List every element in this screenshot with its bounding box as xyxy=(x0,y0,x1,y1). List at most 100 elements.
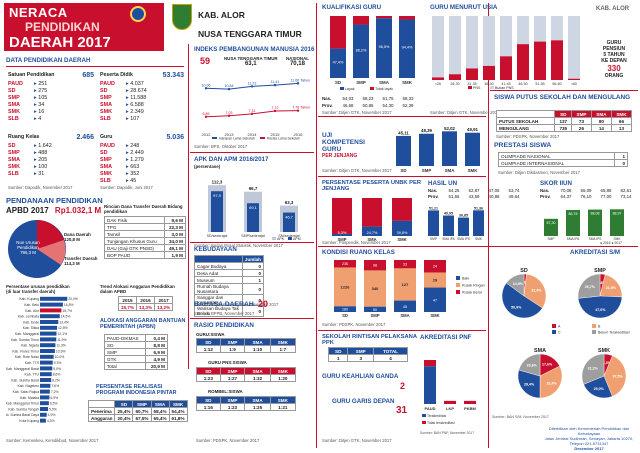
ipm-rank: 59 xyxy=(200,56,211,66)
guru-item-key: SMK xyxy=(100,171,112,177)
persentase-bar-label: Kab. Flores Timur xyxy=(12,349,40,353)
peserta-item: SD ▸ 28.674 xyxy=(100,88,184,95)
ruang-item-value: 31 xyxy=(38,171,45,177)
iiun-value: 86,76 xyxy=(569,212,578,216)
iiun-nas-label: Nas. xyxy=(540,188,550,193)
kondisi-berat-bar xyxy=(364,260,386,271)
persentase-bar-label: Kab. Ende xyxy=(23,320,39,324)
ukg-category: SMA xyxy=(445,168,456,173)
pip-head: SMA xyxy=(150,400,170,408)
usia-non-bar xyxy=(466,16,478,69)
ukg-category: SD xyxy=(400,168,406,173)
persentase-bar-label: Kab. Ngada xyxy=(21,344,39,348)
hasil-nas-value: 52,87 xyxy=(468,188,480,193)
persentase-bar-value: 12,5% xyxy=(58,326,68,330)
arrow-icon: ▸ xyxy=(34,171,39,177)
kondisi-berat-value: 236 xyxy=(342,262,348,266)
ipm-nasional-label: NASIONAL xyxy=(286,56,309,61)
arrow-icon: ▸ xyxy=(126,157,131,163)
pensiun-l3: 5 TAHUN xyxy=(603,52,625,58)
ipm-upper-point xyxy=(227,87,231,91)
usia-non-bar xyxy=(500,16,512,57)
usia-category: 36-40 xyxy=(484,82,493,86)
akr-smp-slice-label: 47,6% xyxy=(595,308,606,312)
pip-key: Penerima xyxy=(87,407,116,415)
usia-non-bar xyxy=(517,16,529,45)
hasil-prov-row: Prov. 51,65 43,59 40,88 49,64 xyxy=(428,194,524,199)
rombel-row: 1:16 1:23 1:25 1:21 xyxy=(196,403,297,411)
pensiun-value: 330 xyxy=(607,64,621,73)
pnf-bar-chart: PAUD LKP PKBM Terakreditasi Tidak terakredit… xyxy=(420,360,477,435)
kondisi-heading: KONDISI RUANG KELAS xyxy=(322,249,395,256)
guru-item: SD ▸ 2.449 xyxy=(100,150,184,157)
usia-non-bar xyxy=(534,16,546,42)
kualifikasi-prov-row: Prov. 46,68 50,86 54,30 52,39 xyxy=(322,103,432,108)
unbk-heading: PERSENTASE PESERTA UNBK PER JENJANG xyxy=(322,180,422,192)
ukg-value: 52,02 xyxy=(444,126,456,131)
kondisi-ringan-value: 1226 xyxy=(341,284,351,289)
kualifikasi-value: 94,4% xyxy=(402,46,413,50)
pip-cell: 61,8% xyxy=(168,414,188,422)
iiun-value: 57,30 xyxy=(547,221,556,225)
prestasi-row: OLIMPIADE NASIONAL 1 xyxy=(497,152,628,160)
rincian-key: DAK Fisik xyxy=(103,216,166,224)
arrow-icon: ▸ xyxy=(34,143,39,149)
arrow-icon: ▸ xyxy=(34,150,39,156)
pie-slice-dana-daerah xyxy=(37,220,64,249)
apbd-row: APBD 2017 Rp1.032,1 M xyxy=(6,206,101,215)
kondisi-legend-swatch xyxy=(456,290,460,294)
pip-cell: 54,4% xyxy=(168,407,188,415)
pnf-legend-a: Terakreditasi xyxy=(427,414,446,418)
kondisi-baik-value: 50 xyxy=(373,308,377,312)
hasil-category: SMP xyxy=(430,237,437,241)
hasil-prov-label: Prov. xyxy=(428,194,439,199)
hasil-nas-value: 53,74 xyxy=(508,188,520,193)
persentase-bar xyxy=(40,337,57,342)
peserta-item-key: SMK xyxy=(100,109,112,115)
ppk-cell: 1 xyxy=(327,354,349,362)
persentase-bar-label: Kab. Sumba Tengah xyxy=(8,407,39,411)
alokasi-row: SD 8,8 M xyxy=(103,341,168,349)
kualifikasi-tidak-bar xyxy=(330,16,346,49)
rasio-cell: 1:12 xyxy=(196,345,221,353)
apk-sub: (persentase) xyxy=(194,164,221,169)
pie-daerah-label: Dana Daerah 120,8 M xyxy=(64,232,91,242)
ipm-legend-lower-swatch xyxy=(260,137,265,139)
prestasi-value: 0 xyxy=(614,159,628,167)
prestasi-key: OLIMPIADE NASIONAL xyxy=(497,152,616,160)
pns-head: SMK xyxy=(269,367,297,375)
unbk-bar xyxy=(392,220,412,236)
apk-heading: APK DAN APM 2016/2017 xyxy=(194,156,269,163)
kualifikasi-category: SMP xyxy=(356,80,366,85)
ukg-h2: KOMPETENSI xyxy=(322,139,365,146)
persentase-bar-label: Kab. Malaka xyxy=(20,396,39,400)
tren-y1: 2015 xyxy=(117,296,138,304)
akr-legend-swatch xyxy=(552,330,556,334)
kualifikasi-value: 47,4% xyxy=(333,60,344,64)
usia-non-bar xyxy=(432,16,444,78)
ipm-upper-point-label: 11,41 xyxy=(271,80,280,84)
iiun-legend-2017: ● 2016 ● 2017 xyxy=(600,241,622,244)
apk-bar-chart: 112,3 97,9 SD/sederajat 96,7 69,1 SMP/sederaj… xyxy=(207,180,301,241)
akr-sd-slice-label: 14,9% xyxy=(513,282,524,286)
prestasi-key: OLIMPIADE INTERNASIONAL xyxy=(497,159,616,167)
pip-head-blank xyxy=(87,400,116,408)
persentase-bar-label: Kab. TTU xyxy=(25,373,40,377)
akr-sd-slice xyxy=(506,273,525,297)
akr-sma-slice-label: 32,4% xyxy=(547,381,558,385)
akr-sd-slice-label: 32,4% xyxy=(531,288,542,292)
putus-cell: 26 xyxy=(571,124,592,132)
pns-cell: 1:23 xyxy=(196,374,221,382)
akr-sma-slice-label: 20,6% xyxy=(527,363,538,367)
rincian-row: Tamsil 3,0 M xyxy=(103,230,186,238)
kualifikasi-layak-bar xyxy=(330,48,346,78)
rincian-key: Tamsil xyxy=(103,230,166,238)
putus-row: PUTUS SEKOLAH 137 73 80 66 xyxy=(495,117,633,125)
kondisi-berat-value: 24 xyxy=(433,265,437,269)
kondisi-legend-label: Rusak Berat xyxy=(462,291,482,295)
unbk-value: 39,8% xyxy=(397,231,408,235)
satuan-item-value: 16 xyxy=(38,109,45,115)
kondisi-berat-bar xyxy=(424,260,446,273)
akr-smk-slice xyxy=(581,353,605,385)
